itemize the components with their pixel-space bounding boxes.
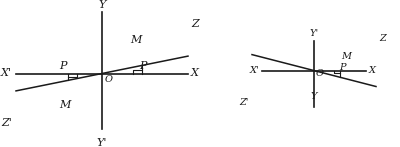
Text: Z: Z xyxy=(191,19,199,29)
Text: Y: Y xyxy=(98,0,106,10)
Text: Y': Y' xyxy=(97,138,107,147)
Text: M: M xyxy=(59,100,70,110)
Text: Y: Y xyxy=(311,92,317,101)
Text: X: X xyxy=(191,69,199,78)
Text: X': X' xyxy=(250,66,259,75)
Text: P: P xyxy=(339,63,345,72)
Text: P: P xyxy=(140,61,147,71)
Text: P: P xyxy=(60,61,67,71)
Text: Z: Z xyxy=(379,34,386,43)
Text: M: M xyxy=(342,52,352,61)
Text: O: O xyxy=(105,75,113,84)
Text: X': X' xyxy=(1,69,12,78)
Text: M: M xyxy=(130,35,142,45)
Text: Z': Z' xyxy=(240,98,249,107)
Text: Y': Y' xyxy=(310,29,318,38)
Text: X: X xyxy=(369,66,376,75)
Text: O: O xyxy=(316,69,324,78)
Text: Z': Z' xyxy=(1,118,12,128)
